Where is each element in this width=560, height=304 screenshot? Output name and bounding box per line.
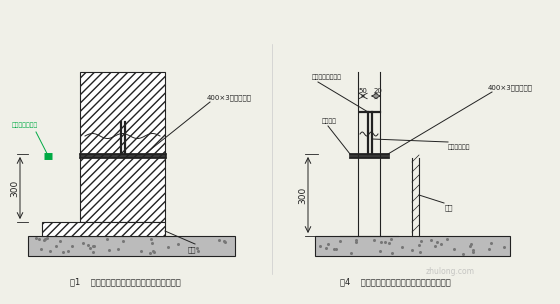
Text: 400×3钢板止水带: 400×3钢板止水带 [488, 85, 533, 91]
Text: 阻尼止水钢板: 阻尼止水钢板 [448, 144, 470, 150]
Text: 300: 300 [11, 179, 20, 197]
Text: 20: 20 [374, 88, 382, 94]
Text: 焊缝钢筋: 焊缝钢筋 [322, 118, 337, 124]
Bar [80, 72, 165, 222]
Text: 50: 50 [358, 88, 367, 94]
Text: 遇水膨胀止水条: 遇水膨胀止水条 [12, 123, 38, 128]
Text: 图4    地下室外墙水平施工缝钢板止水带大样图: 图4 地下室外墙水平施工缝钢板止水带大样图 [339, 278, 450, 286]
Text: 图1    地下室外墙水平施工缝钢板止水带大样图: 图1 地下室外墙水平施工缝钢板止水带大样图 [69, 278, 180, 286]
Bar [315, 236, 510, 256]
Bar [28, 236, 235, 256]
Text: 阻尼止水钢筋网笼: 阻尼止水钢筋网笼 [312, 74, 342, 80]
Text: 400×3钢板止水带: 400×3钢板止水带 [207, 94, 252, 101]
Text: 300: 300 [298, 186, 307, 204]
Bar [42, 222, 165, 236]
Text: 模板: 模板 [445, 204, 454, 211]
Text: zhulong.com: zhulong.com [426, 268, 474, 277]
Text: 模板: 模板 [188, 246, 196, 253]
